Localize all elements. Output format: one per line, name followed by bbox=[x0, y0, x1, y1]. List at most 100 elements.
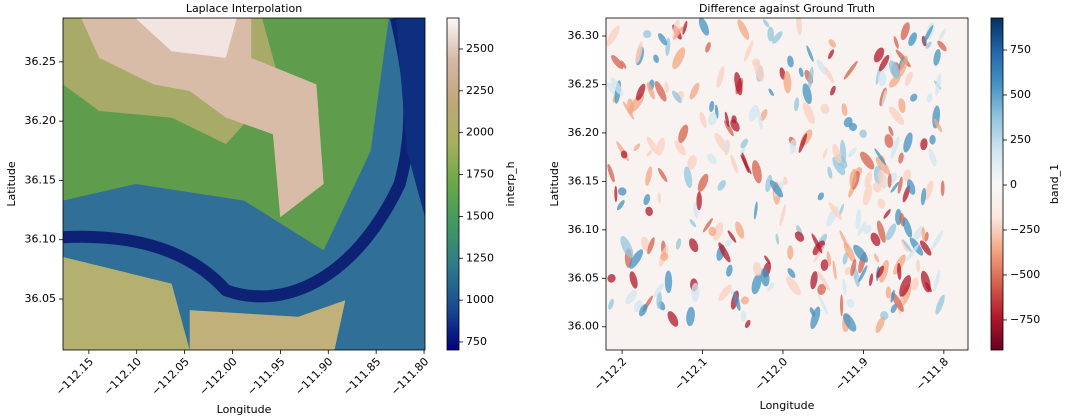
difference-streak bbox=[673, 26, 684, 40]
difference-streak bbox=[672, 90, 682, 104]
difference-streak bbox=[607, 163, 615, 183]
panel-title: Laplace Interpolation bbox=[186, 2, 302, 15]
difference-streak bbox=[620, 150, 628, 159]
difference-streak bbox=[653, 283, 664, 297]
difference-streak bbox=[873, 47, 885, 63]
difference-streak bbox=[820, 259, 829, 271]
difference-streak bbox=[806, 45, 814, 62]
difference-streak bbox=[645, 166, 653, 186]
difference-streak bbox=[862, 184, 873, 206]
difference-streak bbox=[731, 115, 737, 124]
difference-streak bbox=[817, 271, 831, 292]
difference-streak bbox=[813, 244, 825, 263]
difference-streak bbox=[890, 181, 900, 193]
difference-streak bbox=[883, 209, 891, 219]
difference-streak bbox=[849, 168, 857, 189]
difference-streak bbox=[884, 134, 894, 148]
difference-streak bbox=[646, 136, 659, 155]
y-tick-label: 36.30 bbox=[568, 29, 600, 42]
difference-streak bbox=[735, 221, 745, 239]
y-tick-label: 36.20 bbox=[25, 114, 57, 127]
difference-streak bbox=[789, 139, 797, 154]
x-tick-label: −111.8 bbox=[913, 355, 951, 393]
difference-streak bbox=[853, 244, 869, 263]
difference-streak bbox=[643, 30, 652, 39]
difference-streak bbox=[875, 316, 885, 333]
x-tick-label: −112.15 bbox=[53, 355, 96, 398]
difference-streak bbox=[641, 236, 650, 252]
difference-streak bbox=[743, 40, 754, 62]
difference-streak bbox=[718, 242, 731, 263]
difference-streak bbox=[787, 268, 796, 279]
difference-streak bbox=[638, 304, 648, 317]
heatmap-image bbox=[606, 18, 968, 350]
heatmap-image bbox=[63, 18, 425, 350]
x-tick-label: −112.1 bbox=[672, 355, 710, 393]
difference-streak bbox=[817, 192, 825, 201]
difference-streak bbox=[616, 199, 625, 211]
colorbar-tick-label: 750 bbox=[1010, 43, 1031, 56]
difference-streak bbox=[733, 291, 741, 311]
difference-streak bbox=[843, 60, 858, 80]
difference-streak bbox=[933, 49, 941, 66]
difference-streak bbox=[935, 73, 941, 96]
difference-streak bbox=[832, 156, 846, 176]
difference-streak bbox=[775, 233, 780, 245]
difference-streak bbox=[754, 61, 765, 82]
x-axis-label: Longitude bbox=[760, 399, 815, 412]
difference-streak bbox=[757, 109, 763, 130]
difference-streak bbox=[900, 22, 910, 41]
difference-streak bbox=[768, 88, 774, 97]
difference-streak bbox=[724, 111, 730, 128]
difference-streak bbox=[629, 271, 638, 289]
difference-streak bbox=[935, 294, 945, 315]
difference-streak bbox=[887, 173, 892, 188]
y-tick-label: 36.20 bbox=[568, 126, 600, 139]
difference-streak bbox=[893, 36, 899, 49]
difference-streak bbox=[727, 230, 737, 243]
difference-streak bbox=[873, 253, 880, 263]
x-tick-label: −111.80 bbox=[388, 355, 431, 398]
difference-streak bbox=[769, 180, 784, 198]
difference-streak bbox=[683, 166, 693, 189]
difference-streak bbox=[674, 140, 686, 156]
difference-streak bbox=[708, 226, 717, 237]
difference-streak bbox=[657, 167, 668, 183]
difference-streak bbox=[646, 149, 653, 157]
difference-streak bbox=[741, 296, 749, 305]
difference-streak bbox=[929, 134, 936, 145]
difference-streak bbox=[740, 144, 747, 156]
difference-streak bbox=[937, 40, 947, 52]
difference-streak bbox=[878, 54, 890, 72]
x-tick-label: −111.90 bbox=[293, 355, 336, 398]
difference-streak bbox=[921, 227, 926, 242]
difference-streak bbox=[869, 273, 874, 287]
difference-streak bbox=[660, 252, 669, 261]
difference-streak bbox=[802, 83, 812, 105]
y-axis-label: Latitude bbox=[548, 161, 561, 207]
difference-streak bbox=[705, 42, 711, 53]
colorbar-tick-label: 2000 bbox=[466, 126, 494, 139]
difference-streak bbox=[752, 261, 762, 276]
difference-streak bbox=[930, 230, 944, 251]
difference-streak bbox=[608, 298, 614, 310]
difference-streak bbox=[872, 182, 882, 193]
difference-streak bbox=[827, 166, 833, 179]
difference-streak bbox=[919, 240, 932, 256]
difference-streak bbox=[610, 77, 624, 96]
difference-streak bbox=[654, 81, 667, 102]
x-axis-label: Longitude bbox=[217, 403, 272, 416]
x-tick-label: −112.05 bbox=[149, 355, 192, 398]
difference-streak bbox=[787, 245, 794, 260]
difference-streak bbox=[857, 221, 867, 237]
y-tick-label: 36.00 bbox=[568, 320, 600, 333]
colorbar-tick-label: 0 bbox=[1010, 178, 1017, 191]
difference-streak bbox=[859, 129, 867, 138]
difference-streak bbox=[881, 90, 887, 108]
difference-streak bbox=[864, 171, 873, 188]
difference-streak bbox=[614, 185, 618, 203]
difference-streak bbox=[855, 209, 862, 230]
difference-streak bbox=[730, 154, 739, 174]
difference-streak bbox=[620, 236, 634, 259]
difference-streak bbox=[897, 176, 903, 194]
